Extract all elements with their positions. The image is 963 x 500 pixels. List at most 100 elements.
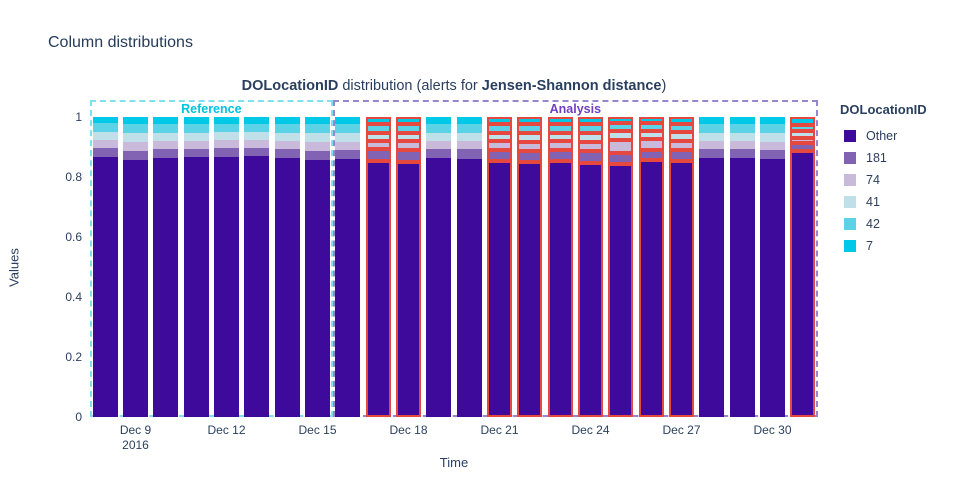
bar-dec-8[interactable] (92, 117, 118, 417)
bar-segment-42[interactable] (153, 123, 179, 133)
bar-segment-other[interactable] (92, 156, 118, 417)
bar-segment-41[interactable] (305, 132, 330, 142)
bar-segment-74[interactable] (396, 140, 421, 150)
bar-segment-181[interactable] (790, 142, 816, 152)
bar-segment-74[interactable] (729, 140, 755, 150)
bar-segment-other[interactable] (608, 163, 634, 417)
bar-segment-42[interactable] (92, 123, 118, 133)
bar-segment-7[interactable] (669, 117, 694, 124)
bar-segment-181[interactable] (608, 153, 634, 164)
bar-dec-11[interactable] (183, 117, 209, 417)
bar-segment-41[interactable] (426, 132, 452, 141)
bar-segment-181[interactable] (396, 149, 421, 162)
legend-item-181[interactable]: 181 (840, 147, 927, 169)
bar-segment-41[interactable] (547, 132, 573, 141)
bar-segment-181[interactable] (244, 147, 270, 156)
bar-dec-22-alert[interactable] (517, 117, 543, 417)
bar-segment-181[interactable] (365, 149, 391, 162)
bar-segment-42[interactable] (183, 123, 209, 133)
bar-segment-42[interactable] (214, 123, 239, 133)
legend-item-7[interactable]: 7 (840, 235, 927, 257)
bar-segment-74[interactable] (244, 139, 270, 148)
bar-segment-other[interactable] (244, 155, 270, 417)
bar-segment-other[interactable] (183, 157, 209, 417)
bar-segment-42[interactable] (547, 123, 573, 133)
bar-dec-23-alert[interactable] (547, 117, 573, 417)
bar-dec-17-alert[interactable] (365, 117, 391, 417)
bar-segment-74[interactable] (487, 140, 512, 150)
bar-segment-7[interactable] (123, 117, 148, 124)
bar-dec-21-alert[interactable] (487, 117, 512, 417)
bar-segment-74[interactable] (365, 140, 391, 150)
bar-segment-7[interactable] (517, 117, 543, 124)
bar-segment-74[interactable] (517, 141, 543, 151)
legend-item-42[interactable]: 42 (840, 213, 927, 235)
bar-segment-41[interactable] (396, 132, 421, 141)
bar-segment-other[interactable] (305, 159, 330, 417)
bar-segment-181[interactable] (669, 149, 694, 162)
bar-segment-7[interactable] (608, 117, 634, 123)
bar-segment-7[interactable] (365, 117, 391, 124)
bar-dec-27-alert[interactable] (669, 117, 694, 417)
bar-segment-7[interactable] (547, 117, 573, 124)
bar-segment-181[interactable] (274, 149, 300, 158)
bar-segment-74[interactable] (305, 141, 330, 151)
bar-segment-74[interactable] (669, 140, 694, 150)
bar-segment-74[interactable] (183, 140, 209, 150)
bar-segment-41[interactable] (456, 132, 482, 141)
bar-segment-181[interactable] (426, 149, 452, 159)
bar-dec-9[interactable] (123, 117, 148, 417)
bar-segment-41[interactable] (183, 132, 209, 141)
bar-segment-42[interactable] (426, 123, 452, 133)
bar-segment-7[interactable] (183, 117, 209, 124)
bar-segment-41[interactable] (123, 132, 148, 142)
bar-segment-74[interactable] (608, 139, 634, 153)
bar-segment-181[interactable] (123, 150, 148, 160)
bar-segment-41[interactable] (92, 132, 118, 141)
bar-segment-41[interactable] (365, 132, 391, 141)
bar-segment-42[interactable] (487, 123, 512, 133)
bar-segment-74[interactable] (153, 140, 179, 150)
legend-item-74[interactable]: 74 (840, 169, 927, 191)
bar-dec-24-alert[interactable] (578, 117, 603, 417)
bar-segment-181[interactable] (760, 149, 785, 159)
bar-segment-other[interactable] (426, 158, 452, 417)
bar-segment-74[interactable] (699, 140, 725, 150)
bar-segment-42[interactable] (760, 123, 785, 133)
bar-segment-41[interactable] (608, 130, 634, 140)
bar-segment-74[interactable] (547, 140, 573, 150)
bar-segment-42[interactable] (729, 123, 755, 133)
bar-segment-other[interactable] (729, 158, 755, 417)
bar-segment-41[interactable] (729, 132, 755, 141)
bar-segment-181[interactable] (517, 150, 543, 162)
bar-dec-12[interactable] (214, 117, 239, 417)
bar-segment-41[interactable] (335, 133, 361, 142)
bar-segment-42[interactable] (699, 123, 725, 133)
bar-segment-74[interactable] (456, 140, 482, 150)
bar-dec-30[interactable] (760, 117, 785, 417)
bar-segment-41[interactable] (699, 132, 725, 141)
bar-segment-181[interactable] (305, 150, 330, 160)
bar-segment-181[interactable] (547, 149, 573, 162)
bar-segment-42[interactable] (244, 123, 270, 132)
bar-segment-42[interactable] (517, 123, 543, 133)
bar-dec-20[interactable] (456, 117, 482, 417)
bar-segment-7[interactable] (729, 117, 755, 124)
bar-segment-74[interactable] (123, 141, 148, 151)
bar-segment-181[interactable] (456, 149, 482, 159)
bar-segment-74[interactable] (214, 140, 239, 149)
bar-segment-other[interactable] (638, 160, 664, 417)
bar-segment-181[interactable] (729, 149, 755, 159)
bar-segment-other[interactable] (396, 161, 421, 417)
bar-segment-7[interactable] (305, 117, 330, 124)
bar-segment-other[interactable] (578, 162, 603, 417)
bar-segment-74[interactable] (578, 141, 603, 151)
bar-segment-other[interactable] (699, 158, 725, 417)
bar-segment-42[interactable] (274, 123, 300, 133)
bar-segment-7[interactable] (274, 117, 300, 124)
bar-segment-41[interactable] (760, 132, 785, 142)
bar-segment-7[interactable] (790, 117, 816, 125)
bar-segment-181[interactable] (153, 149, 179, 159)
bar-dec-19[interactable] (426, 117, 452, 417)
bar-segment-other[interactable] (153, 158, 179, 417)
